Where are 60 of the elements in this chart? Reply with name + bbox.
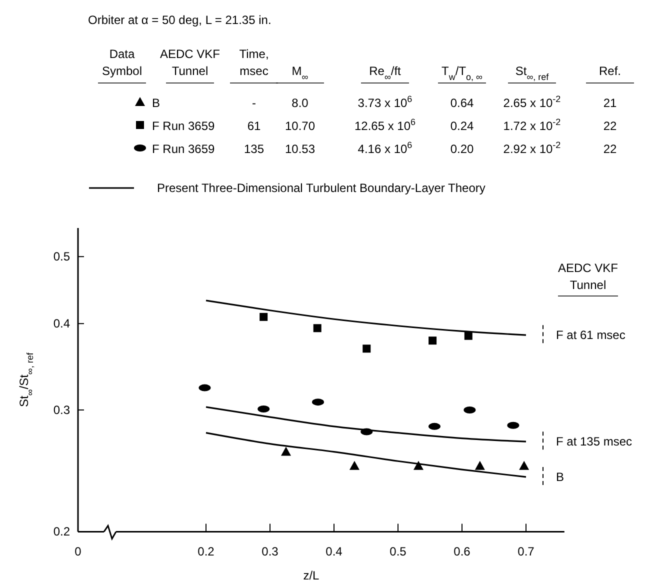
text: 21 <box>603 96 617 110</box>
annotation: F at 61 msec <box>556 328 626 342</box>
line-series <box>205 300 527 336</box>
point <box>362 344 371 353</box>
text: 22 <box>603 142 617 156</box>
point <box>260 312 268 321</box>
text: 12.65 x 10$^{6}$ <box>354 117 416 133</box>
text: 22 <box>603 119 617 133</box>
text: Ref. <box>598 64 622 78</box>
legend-label: F Run 3659 <box>152 142 216 156</box>
y-tick-label: 0.5 <box>53 250 70 264</box>
text: 1.72 x 10$^{-2}$ <box>503 117 561 133</box>
text: 2.65 x 10$^{-2}$ <box>503 94 561 110</box>
text: 61 <box>247 119 261 133</box>
text: Time, msec <box>239 47 269 78</box>
legend-label: B <box>152 96 160 110</box>
x-tick-label: 0 <box>74 544 82 559</box>
x-tick-label: 0.4 <box>326 544 343 559</box>
text: 2.92 x 10$^{-2}$ <box>503 140 561 156</box>
text: M$_{∞}$ <box>292 64 309 82</box>
text: 10.70 <box>284 119 316 133</box>
x-tick-label: 0.2 <box>198 544 215 559</box>
x-tick-label: 0.6 <box>454 544 471 559</box>
legend-label: F Run 3659 <box>152 119 216 133</box>
annotation: AEDC VKF Tunnel <box>558 261 618 292</box>
point <box>428 336 437 345</box>
x-tick-label: 0.5 <box>390 544 407 559</box>
text: 0.20 <box>450 142 474 156</box>
text: T$_{w}$/T$_{o, ∞}$ <box>442 64 484 82</box>
text: AEDC VKF Tunnel <box>160 47 220 78</box>
x-axis-title: z/L <box>303 568 320 581</box>
point <box>474 460 485 470</box>
annotation: B <box>556 470 564 484</box>
line-series <box>205 406 527 442</box>
text: 8.0 <box>292 96 309 110</box>
text: 10.53 <box>284 142 316 156</box>
y-tick-label: 0.4 <box>53 316 70 331</box>
text: St$_{∞, ref}$ <box>515 64 550 82</box>
x-tick-label: 0.3 <box>262 544 279 559</box>
point <box>519 460 530 470</box>
legend-label: Present Three-Dimensional Turbulent Boundary-Layer Theory <box>157 181 486 195</box>
point <box>349 460 360 470</box>
y-tick-label: 0.3 <box>53 402 70 417</box>
text: 3.73 x 10$^{6}$ <box>358 94 412 110</box>
text: 135 <box>244 142 264 156</box>
text: 0.24 <box>450 119 474 133</box>
text: 4.16 x 10$^{6}$ <box>358 140 412 156</box>
point <box>313 324 322 332</box>
annotation: F at 135 msec <box>556 434 632 449</box>
point <box>413 460 424 470</box>
point <box>464 332 472 340</box>
y-tick-label: 0.2 <box>53 524 70 539</box>
line-series <box>205 432 527 478</box>
text: Data Symbol <box>102 47 142 78</box>
text: - <box>252 96 256 110</box>
point <box>281 446 291 456</box>
text: Re$_{∞}$/ft <box>369 64 402 82</box>
x-tick-label: 0.7 <box>518 544 535 559</box>
text: 0.64 <box>450 96 474 110</box>
chart-title: Orbiter at α = 50 deg, L = 21.35 in. <box>88 13 272 27</box>
